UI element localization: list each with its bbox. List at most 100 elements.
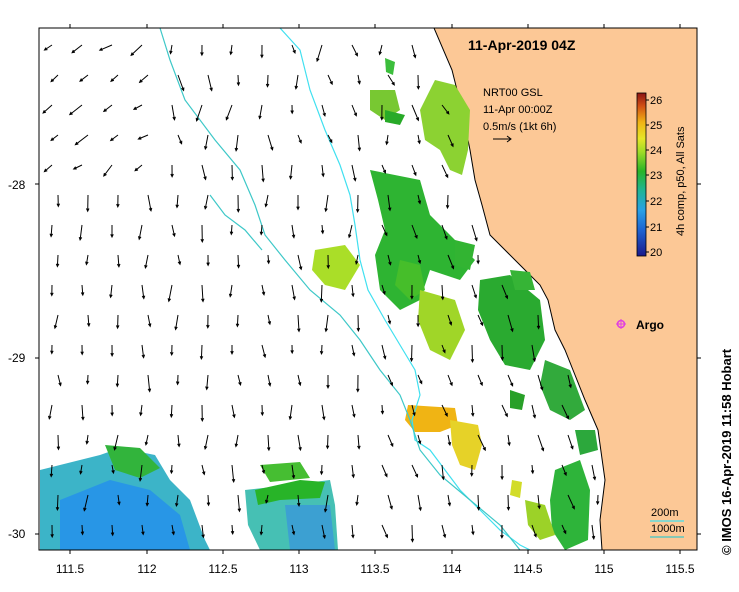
current-arrow (78, 224, 83, 242)
current-arrow (500, 344, 505, 361)
current-arrow (83, 494, 89, 512)
current-arrow (260, 404, 265, 417)
current-arrow (530, 464, 535, 475)
current-arrow (291, 224, 296, 239)
current-arrow (175, 374, 180, 386)
current-arrow (411, 464, 419, 478)
current-arrow (380, 104, 384, 121)
current-arrow (204, 134, 209, 151)
current-arrow (447, 134, 454, 148)
current-arrow (201, 524, 205, 539)
current-arrow (441, 464, 445, 481)
x-tick-label: 113 (289, 562, 308, 576)
current-arrow (171, 224, 176, 238)
current-arrow (109, 134, 119, 142)
current-arrow (111, 464, 115, 475)
current-arrow (138, 224, 143, 241)
current-arrow (357, 134, 362, 152)
current-arrow (323, 494, 329, 513)
current-legend-line2: 11-Apr 00:00Z (483, 104, 553, 116)
current-arrow (177, 434, 181, 448)
current-arrow (259, 524, 264, 536)
current-arrow (476, 494, 481, 511)
current-arrow (326, 375, 330, 389)
current-arrow (231, 404, 236, 419)
current-arrow (130, 44, 143, 57)
current-arrow (43, 44, 53, 51)
argo-label: Argo (636, 318, 664, 332)
current-arrow (316, 44, 323, 63)
current-arrow (110, 225, 114, 239)
plot-frame (38, 27, 698, 551)
colorbar-label: 4h comp, p50, All Sats (675, 126, 687, 236)
current-arrow (144, 434, 149, 446)
current-arrow (441, 404, 448, 417)
current-arrow (470, 464, 474, 477)
current-arrow (321, 104, 326, 117)
colorbar: 26 25 24 23 22 21 20 4h comp, p50, All S… (636, 92, 687, 259)
current-arrow (231, 464, 236, 484)
current-arrow (225, 104, 233, 121)
argo-marker: Argo (616, 318, 664, 332)
current-arrow (169, 344, 174, 357)
current-arrow (417, 374, 423, 385)
current-arrow (48, 404, 53, 420)
y-tick-label: -29 (8, 351, 26, 365)
current-arrow (595, 494, 600, 506)
current-arrow (230, 164, 235, 181)
colorbar-tick: 26 (650, 95, 662, 107)
current-arrow (411, 104, 419, 122)
colorbar-tick: 23 (650, 170, 662, 182)
current-arrow (261, 284, 266, 296)
current-arrow (175, 194, 179, 209)
current-arrow (205, 374, 209, 391)
current-arrow (201, 284, 205, 303)
current-arrow (531, 524, 537, 538)
current-arrow (385, 134, 389, 146)
current-arrow (290, 344, 294, 355)
current-arrow (441, 164, 449, 179)
current-arrow (500, 524, 504, 539)
current-arrow (297, 434, 302, 452)
current-arrow (387, 194, 392, 212)
current-arrow (169, 44, 173, 55)
current-arrow (351, 44, 358, 57)
current-arrow (351, 464, 355, 479)
current-arrow (177, 134, 183, 145)
current-arrow (43, 164, 53, 173)
current-arrow (324, 194, 329, 213)
current-arrow (228, 284, 233, 298)
current-arrow (327, 74, 333, 86)
current-arrow (289, 164, 293, 180)
current-arrow (441, 524, 447, 539)
current-arrow (417, 254, 422, 265)
current-arrow (56, 434, 61, 451)
current-arrow (55, 254, 60, 268)
current-arrow (297, 134, 302, 144)
current-arrow (351, 164, 357, 182)
current-arrow (356, 314, 361, 332)
current-arrow (355, 194, 360, 214)
current-arrow (267, 374, 272, 387)
x-axis: 111.5 112 112.5 113 113.5 114 114.5 115 … (56, 562, 695, 576)
current-arrow (55, 494, 60, 512)
current-arrow (297, 374, 302, 387)
current-arrow (409, 344, 414, 363)
current-arrow (110, 404, 114, 417)
current-arrow (477, 314, 484, 327)
current-arrow (321, 404, 326, 421)
current-arrow (531, 344, 536, 363)
current-arrow (291, 284, 296, 301)
current-arrow (411, 404, 416, 417)
current-arrow (537, 434, 545, 452)
current-arrow (110, 344, 114, 357)
current-arrow (561, 464, 567, 477)
current-arrow (141, 524, 145, 536)
current-arrow (260, 44, 264, 59)
current-arrow (200, 404, 205, 422)
current-arrow (291, 524, 296, 536)
x-tick-label: 113.5 (360, 562, 389, 576)
colorbar-tick: 22 (650, 196, 662, 208)
current-arrow (477, 374, 483, 387)
depth-legend-200m: 200m (651, 507, 679, 519)
